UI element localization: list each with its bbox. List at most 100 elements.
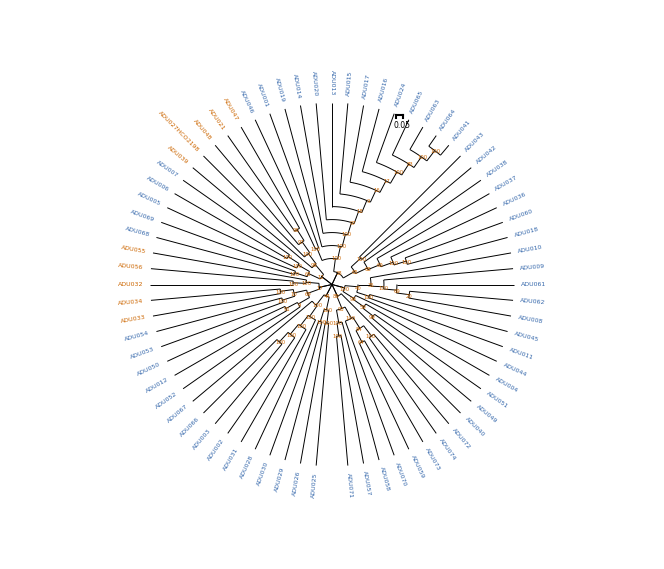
Text: ADU005: ADU005 (137, 192, 162, 207)
Text: 17: 17 (384, 179, 390, 184)
Text: ADU042: ADU042 (475, 145, 498, 165)
Text: ADU030: ADU030 (256, 461, 270, 487)
Text: 98: 98 (311, 263, 317, 268)
Text: ADU015: ADU015 (346, 71, 353, 96)
Text: ADU006: ADU006 (145, 175, 169, 192)
Text: 17: 17 (316, 286, 323, 291)
Text: 100: 100 (323, 321, 333, 326)
Text: ADU044: ADU044 (502, 362, 527, 377)
Text: 100: 100 (342, 232, 352, 237)
Text: ADU060: ADU060 (509, 209, 535, 222)
Text: ADU056: ADU056 (118, 263, 144, 270)
Text: ADU043: ADU043 (464, 131, 485, 152)
Text: 91: 91 (283, 307, 290, 312)
Text: ADU054: ADU054 (124, 331, 150, 343)
Text: 93: 93 (337, 307, 344, 311)
Text: ADU067: ADU067 (166, 404, 189, 424)
Text: ADU068: ADU068 (124, 226, 150, 238)
Text: ADU045: ADU045 (514, 331, 540, 343)
Text: 68: 68 (365, 267, 371, 272)
Text: ADU002: ADU002 (207, 438, 226, 461)
Text: 100: 100 (333, 333, 343, 339)
Text: 9: 9 (297, 303, 301, 308)
Text: ADU027HCO2198: ADU027HCO2198 (157, 110, 200, 152)
Text: 83: 83 (406, 162, 413, 167)
Text: 100: 100 (365, 335, 376, 339)
Text: 99: 99 (350, 297, 357, 302)
Text: ADU047: ADU047 (222, 97, 240, 122)
Text: ADU032: ADU032 (118, 282, 143, 287)
Text: 100: 100 (290, 271, 299, 277)
Text: ADU001: ADU001 (256, 83, 270, 108)
Text: ADU069: ADU069 (129, 209, 155, 222)
Text: 100: 100 (357, 257, 367, 262)
Text: 100: 100 (339, 287, 349, 292)
Text: ADU018: ADU018 (514, 226, 540, 238)
Text: 100: 100 (332, 257, 342, 261)
Text: 100: 100 (317, 320, 327, 324)
Text: ADU059: ADU059 (410, 455, 425, 480)
Text: 38: 38 (335, 271, 342, 276)
Text: ADU034: ADU034 (118, 299, 144, 306)
Text: ADU038: ADU038 (485, 159, 509, 178)
Text: ADU072: ADU072 (452, 428, 472, 451)
Text: 44: 44 (324, 294, 331, 299)
Text: 100: 100 (402, 260, 412, 265)
Text: 36: 36 (368, 283, 374, 288)
Text: 100: 100 (345, 316, 355, 321)
Text: 100: 100 (378, 286, 389, 291)
Text: 65: 65 (305, 272, 311, 277)
Text: ADU019: ADU019 (274, 77, 286, 102)
Text: 97: 97 (349, 221, 356, 225)
Text: ADU024: ADU024 (394, 82, 408, 108)
Text: ADU011: ADU011 (509, 347, 535, 360)
Text: 100: 100 (282, 255, 293, 260)
Text: ADU008: ADU008 (518, 315, 543, 324)
Text: 18: 18 (357, 209, 363, 215)
Text: 100: 100 (276, 340, 286, 345)
Text: ADU061: ADU061 (521, 282, 546, 287)
Text: ADU046: ADU046 (239, 89, 254, 114)
Text: 100: 100 (302, 252, 312, 257)
Text: ADU041: ADU041 (452, 119, 471, 141)
Text: ADU051: ADU051 (485, 391, 509, 410)
Text: 12: 12 (317, 275, 324, 280)
Text: 100: 100 (276, 290, 286, 295)
Text: 100: 100 (311, 246, 321, 251)
Text: 69: 69 (377, 263, 384, 269)
Text: ADU066: ADU066 (179, 417, 200, 438)
Text: ADU021: ADU021 (207, 108, 226, 131)
Text: 0.05: 0.05 (394, 121, 411, 130)
Text: ADU012: ADU012 (145, 377, 169, 394)
Text: 100: 100 (286, 333, 296, 337)
Text: 64: 64 (357, 340, 364, 345)
Text: ADU020: ADU020 (311, 71, 318, 96)
Text: ADU050: ADU050 (137, 362, 162, 377)
Text: 16: 16 (374, 188, 380, 193)
Text: ADU062: ADU062 (520, 299, 546, 306)
Text: 9: 9 (367, 199, 370, 204)
Text: ADU052: ADU052 (155, 391, 179, 410)
Text: ADU058: ADU058 (378, 467, 390, 492)
Text: 69: 69 (305, 292, 311, 297)
Text: 99: 99 (369, 315, 376, 320)
Text: ADU010: ADU010 (518, 245, 543, 254)
Text: 100: 100 (323, 308, 333, 312)
Text: 100: 100 (278, 299, 288, 304)
Text: ADU055: ADU055 (121, 245, 146, 254)
Text: 20: 20 (406, 294, 412, 299)
Text: 84: 84 (355, 327, 362, 332)
Text: ADU065: ADU065 (410, 89, 425, 114)
Text: ADU064: ADU064 (438, 108, 457, 131)
Text: 100: 100 (312, 303, 322, 308)
Text: 59: 59 (360, 306, 367, 311)
Text: 100: 100 (301, 281, 311, 286)
Text: 100: 100 (305, 315, 316, 320)
Text: 40: 40 (355, 286, 361, 291)
Text: ADU016: ADU016 (378, 77, 390, 102)
Text: ADU033: ADU033 (120, 315, 146, 324)
Text: ADU025: ADU025 (311, 473, 318, 498)
Text: 65: 65 (352, 270, 359, 275)
Text: 10: 10 (291, 292, 297, 297)
Text: 100: 100 (388, 261, 398, 266)
